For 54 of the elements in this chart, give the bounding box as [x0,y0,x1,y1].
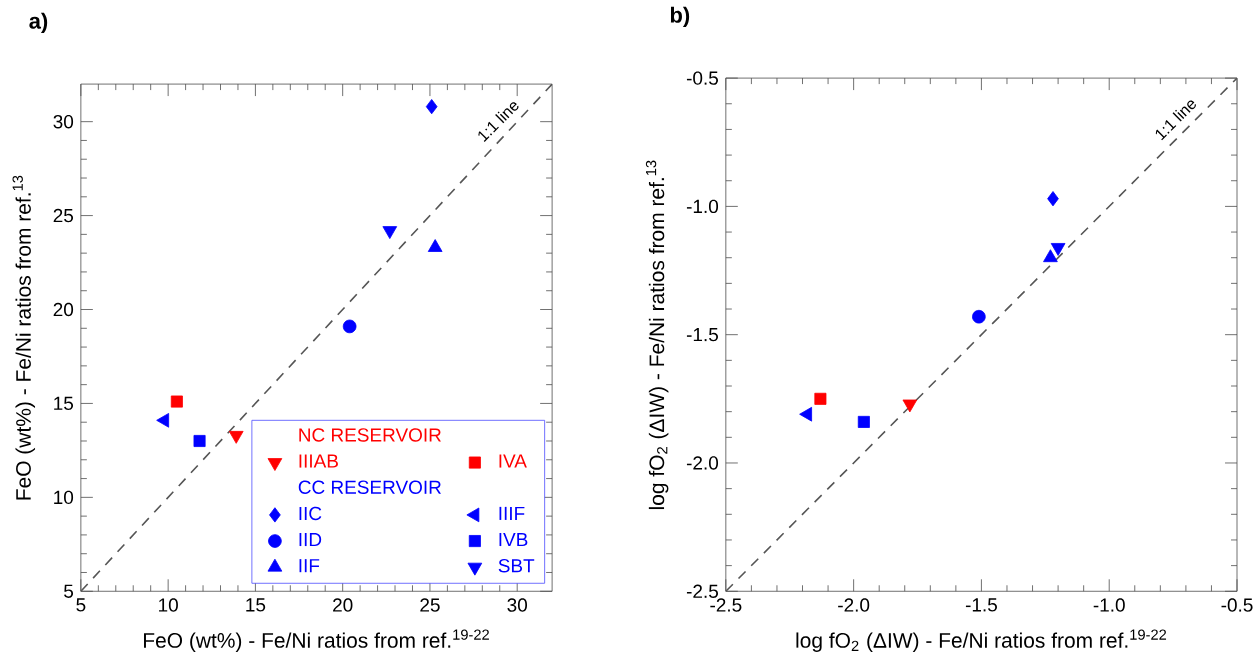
point [1050,242,1066,256]
y-tick-label: 15 [54,396,74,410]
legend-label: IIF [299,559,320,573]
chart-title: a) [29,12,48,34]
y-tick-label: -1.0 [686,199,719,214]
point [342,319,357,334]
x-tick-label: -1.0 [1093,598,1125,612]
y-tick-label: 20 [53,302,74,317]
y-tick-label: 30 [53,114,74,129]
y-tick-label: -2.0 [686,456,719,470]
legend-label: IID [299,532,322,546]
y-tick-label: 10 [54,490,74,505]
y-tick-label: 5 [64,584,74,598]
annotation: 1:1 line [1155,100,1196,141]
y-tick-label: -2.5 [686,584,718,598]
annotation: NC RESERVOIR [299,428,441,442]
point [972,309,986,324]
point [799,406,813,422]
y-tick-label: -0.5 [686,71,718,85]
x-tick-label: 20 [333,598,353,612]
legend-label: IVB [499,532,528,546]
x-tick-label: 15 [246,598,266,612]
legend-label: IIIF [499,506,525,520]
legend-label: IIC [299,506,322,521]
y-tick-label: -1.5 [686,328,718,342]
x-tick-label: 30 [507,598,528,612]
x-axis-title: FeO (wt%) - Fe/Ni ratios from ref.$^{19-22}$ [144,629,489,652]
y-axis-title: log fO$_{2}$ (ΔIW) - Fe/Ni ratios from ref.$^{13}$ [645,160,669,509]
point [228,430,244,444]
legend-label: IVA [499,454,527,468]
chart-title: b) [670,6,690,28]
x-tick-label: 25 [420,598,440,612]
legend-label: SBT [498,558,535,573]
point [857,415,870,428]
point [382,226,398,239]
point [425,98,438,115]
annotation: 1:1 line [478,102,519,142]
point [156,412,170,428]
x-tick-label: -2.0 [838,598,870,612]
point [814,392,827,405]
x-tick-label: -2.5 [710,598,742,612]
annotation: CC RESERVOIR [298,480,441,494]
point [1047,191,1059,207]
y-tick-label: 25 [53,208,74,223]
point [1043,249,1058,263]
legend-label: IIIAB [299,454,338,468]
x-tick-label: 10 [159,598,178,612]
x-tick-label: 5 [76,598,86,612]
x-tick-label: -1.5 [965,598,997,612]
x-tick-label: -0.5 [1221,598,1253,612]
point [170,395,183,408]
point [193,434,206,447]
x-axis-title: log fO$_{2}$ (ΔIW) - Fe/Ni ratios from ref.$^{19-22}$ [796,629,1167,652]
y-axis-title: FeO (wt%) - Fe/Ni ratios from ref.$^{13}$ [12,175,36,500]
